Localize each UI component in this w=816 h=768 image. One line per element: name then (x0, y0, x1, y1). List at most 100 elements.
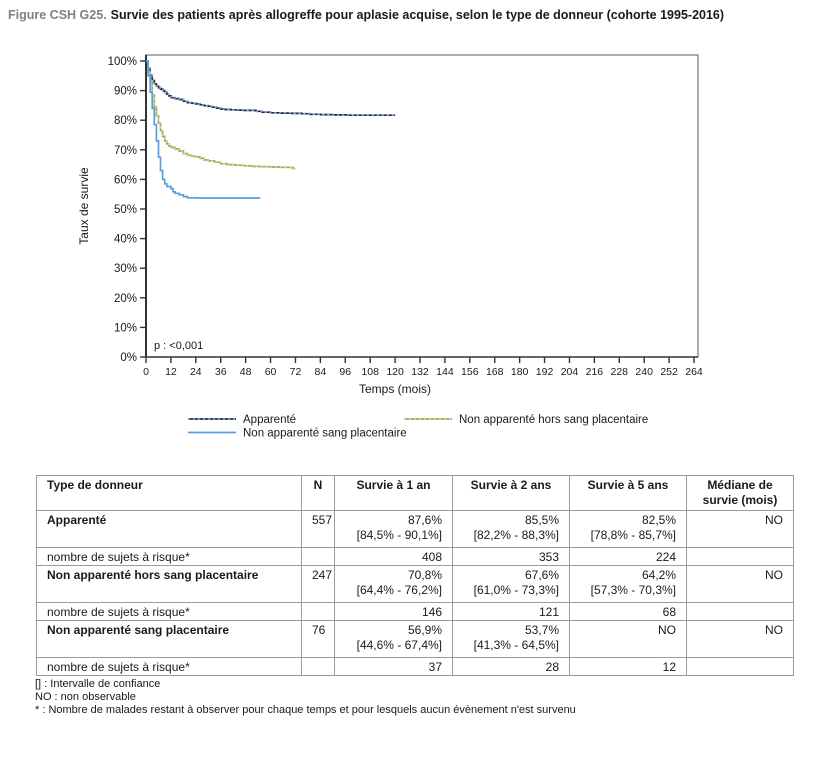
table-row-at-risk-non-apparente-sang-placentaire: nombre de sujets à risque* 37 28 12 (36, 657, 794, 676)
y-tick-label: 30% (114, 263, 137, 275)
x-tick-label: 84 (315, 366, 327, 378)
n-value: 557 (301, 510, 335, 548)
x-tick-label: 216 (586, 366, 604, 378)
x-tick-label: 96 (339, 366, 351, 378)
p-value-annotation: p : <0,001 (154, 340, 203, 352)
header-survie-1-an: Survie à 1 an (334, 475, 453, 511)
n-value: 76 (301, 620, 335, 658)
donor-type-apparente: Apparenté (36, 510, 302, 548)
table-row-at-risk-non-apparente-hors-sang-placentaire: nombre de sujets à risque* 146 121 68 (36, 602, 794, 621)
plot-frame (145, 54, 699, 358)
curve-overlay-dashes (146, 60, 296, 170)
at-risk-value-1: 146 (334, 602, 453, 621)
at-risk-value-2: 353 (452, 547, 570, 566)
n-value: 247 (301, 565, 335, 603)
figure-number: Figure CSH G25. (8, 8, 107, 22)
x-tick-label: 72 (290, 366, 302, 378)
y-axis: 0% 10% 20% 30% 40% 50% 60% 70% 80% 90% 100% (108, 56, 146, 364)
x-axis: 0 12 24 36 48 60 72 84 96 108 120 132 144 156 168 180 19… (143, 357, 703, 378)
x-tick-label: 24 (190, 366, 202, 378)
header-survie-5-ans: Survie à 5 ans (569, 475, 687, 511)
survival-value-3: 82,5% [78,8% - 85,7%] (569, 510, 687, 548)
at-risk-label: nombre de sujets à risque* (36, 547, 302, 566)
x-tick-label: 120 (386, 366, 404, 378)
curve-overlay-dashes (146, 60, 396, 116)
at-risk-median-empty (686, 602, 794, 621)
survival-chart: 0% 10% 20% 30% 40% 50% 60% 70% 80% 90% 100% Taux de… (77, 54, 703, 440)
y-tick-label: 40% (114, 234, 137, 246)
x-tick-label: 132 (411, 366, 429, 378)
donor-type-non-apparente-sang-placentaire: Non apparenté sang placentaire (36, 620, 302, 658)
legend-item-non-apparente-sang-placentaire: Non apparenté sang placentaire (188, 428, 407, 440)
x-tick-label: 36 (215, 366, 227, 378)
survival-value-2: 85,5% [82,2% - 88,3%] (452, 510, 570, 548)
legend-item-non-apparente-hors-sang-placentaire: Non apparenté hors sang placentaire (404, 414, 648, 426)
survival-value-3: 64,2% [57,3% - 70,3%] (569, 565, 687, 603)
at-risk-empty (301, 657, 335, 676)
y-tick-label: 100% (108, 56, 137, 68)
table-row-at-risk-apparente: nombre de sujets à risque* 408 353 224 (36, 547, 794, 566)
curve-line (146, 60, 396, 117)
curve-line (146, 60, 261, 199)
y-axis-title: Taux de survie (77, 167, 91, 245)
x-tick-label: 144 (436, 366, 454, 378)
donor-type-non-apparente-hors-sang-placentaire: Non apparenté hors sang placentaire (36, 565, 302, 603)
figure-title: Figure CSH G25. Survie des patients après… (8, 8, 812, 23)
y-tick-label: 80% (114, 115, 137, 127)
x-tick-label: 228 (611, 366, 629, 378)
y-tick-label: 20% (114, 293, 137, 305)
table-row-apparente: Apparenté 557 87,6% [84,5% - 90,1%] 85,5% [82… (36, 510, 794, 548)
median-survival: NO (686, 620, 794, 658)
at-risk-value-3: 224 (569, 547, 687, 566)
x-tick-label: 264 (685, 366, 703, 378)
x-tick-label: 192 (536, 366, 554, 378)
x-tick-label: 48 (240, 366, 252, 378)
x-tick-label: 252 (660, 366, 678, 378)
x-tick-label: 156 (461, 366, 479, 378)
header-n: N (301, 475, 335, 511)
median-survival: NO (686, 510, 794, 548)
survival-value-2: 67,6% [61,0% - 73,3%] (452, 565, 570, 603)
curve-apparente (146, 60, 396, 117)
y-tick-label: 70% (114, 145, 137, 157)
at-risk-value-1: 408 (334, 547, 453, 566)
at-risk-label: nombre de sujets à risque* (36, 602, 302, 621)
at-risk-value-3: 12 (569, 657, 687, 676)
at-risk-value-2: 28 (452, 657, 570, 676)
median-survival: NO (686, 565, 794, 603)
x-tick-label: 168 (486, 366, 504, 378)
x-tick-label: 12 (165, 366, 177, 378)
at-risk-median-empty (686, 547, 794, 566)
x-tick-label: 108 (361, 366, 379, 378)
footnote-no: NO : non observable (35, 691, 136, 703)
survival-value-1: 70,8% [64,4% - 76,2%] (334, 565, 453, 603)
table-header-row: Type de donneur N Survie à 1 an Survie à… (36, 475, 794, 511)
x-tick-label: 240 (635, 366, 653, 378)
at-risk-label: nombre de sujets à risque* (36, 657, 302, 676)
legend-label: Apparenté (243, 414, 296, 426)
at-risk-value-3: 68 (569, 602, 687, 621)
x-tick-label: 180 (511, 366, 529, 378)
footnote-risk: * : Nombre de malades restant à observer… (35, 704, 576, 716)
survival-value-3: NO (569, 620, 687, 658)
legend-label: Non apparenté hors sang placentaire (459, 414, 648, 426)
header-mediane: Médiane de survie (mois) (686, 475, 794, 511)
at-risk-empty (301, 602, 335, 621)
survival-value-1: 56,9% [44,6% - 67,4%] (334, 620, 453, 658)
curve-line (146, 60, 296, 170)
y-tick-label: 50% (114, 204, 137, 216)
survival-value-1: 87,6% [84,5% - 90,1%] (334, 510, 453, 548)
chart-legend: Apparenté Non apparenté hors sang placent… (188, 414, 648, 440)
x-tick-label: 0 (143, 366, 149, 378)
survival-value-2: 53,7% [41,3% - 64,5%] (452, 620, 570, 658)
table-row-non-apparente-hors-sang-placentaire: Non apparenté hors sang placentaire 247 70… (36, 565, 794, 603)
at-risk-value-2: 121 (452, 602, 570, 621)
at-risk-median-empty (686, 657, 794, 676)
curve-non-apparente-hors-sang-placentaire (146, 60, 296, 170)
legend-label: Non apparenté sang placentaire (243, 428, 407, 440)
x-tick-label: 204 (561, 366, 579, 378)
curve-non-apparente-sang-placentaire (146, 60, 261, 199)
x-axis-title: Temps (mois) (359, 382, 431, 396)
legend-item-apparente: Apparenté (188, 414, 296, 426)
